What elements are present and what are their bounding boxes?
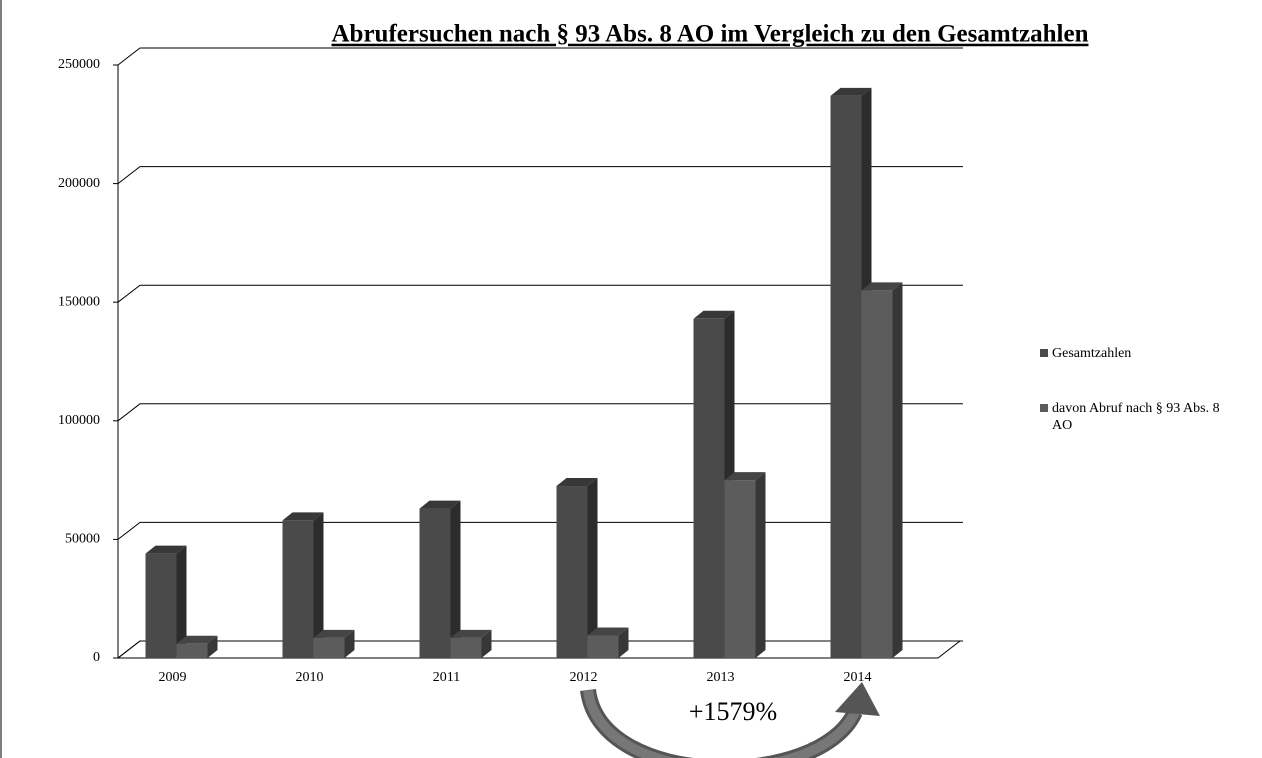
x-tick-label: 2014 <box>844 670 872 685</box>
bar <box>176 643 208 658</box>
bar-top <box>450 629 492 638</box>
bar-top <box>724 472 766 481</box>
legend-swatch <box>1040 349 1048 357</box>
bar <box>419 508 451 658</box>
y-tick-label: 250000 <box>58 57 100 72</box>
y-tick-label: 0 <box>93 650 100 665</box>
bar-top <box>176 635 218 644</box>
bar <box>145 553 177 658</box>
bar-top <box>419 500 461 509</box>
bar-side <box>313 512 324 658</box>
y-tick-label: 150000 <box>58 294 100 309</box>
bar-side <box>755 472 766 658</box>
bar-side <box>481 629 492 658</box>
bar-side <box>450 500 461 658</box>
annotation: +1579% <box>689 697 777 726</box>
bar <box>450 637 482 658</box>
bar-top <box>145 545 187 554</box>
bar-top <box>282 512 324 521</box>
bar <box>724 480 756 658</box>
bar <box>556 486 588 658</box>
bar-side <box>892 282 903 658</box>
bar-side <box>587 478 598 658</box>
bar <box>587 635 619 658</box>
bar-top <box>693 310 735 319</box>
grid-line <box>117 640 963 659</box>
x-tick-label: 2012 <box>570 670 598 685</box>
arrow-head <box>835 682 880 716</box>
bar-side <box>176 545 187 658</box>
bar <box>861 290 893 658</box>
x-tick-label: 2010 <box>296 670 324 685</box>
grid-line <box>117 403 963 422</box>
bar-top <box>587 627 629 636</box>
grid-line <box>117 166 963 184</box>
grid-line <box>117 521 963 540</box>
y-tick-label: 200000 <box>58 176 100 191</box>
chart-title: Abrufersuchen nach § 93 Abs. 8 AO im Ver… <box>332 21 1089 48</box>
x-tick-label: 2013 <box>707 670 735 685</box>
bar-top <box>313 629 355 638</box>
grid-line <box>117 284 963 303</box>
bar-side <box>344 629 355 658</box>
legend-label: Gesamtzahlen <box>1052 346 1132 361</box>
bar <box>313 637 345 658</box>
legend-swatch <box>1040 404 1048 412</box>
x-tick-label: 2011 <box>433 670 460 685</box>
bar <box>693 318 725 658</box>
y-tick-label: 50000 <box>65 532 100 547</box>
bar <box>282 520 314 658</box>
legend-label: davon Abruf nach § 93 Abs. 8 AO <box>1052 401 1220 433</box>
bar-side <box>207 635 218 658</box>
bar-top <box>556 478 598 487</box>
x-tick-label: 2009 <box>159 670 187 685</box>
bar-top <box>830 87 872 96</box>
grid-line <box>117 47 963 66</box>
bar-top <box>861 282 903 291</box>
bar <box>830 95 862 658</box>
y-tick-label: 100000 <box>58 413 100 428</box>
bar-side <box>618 627 629 658</box>
arrow-inner <box>583 689 860 758</box>
